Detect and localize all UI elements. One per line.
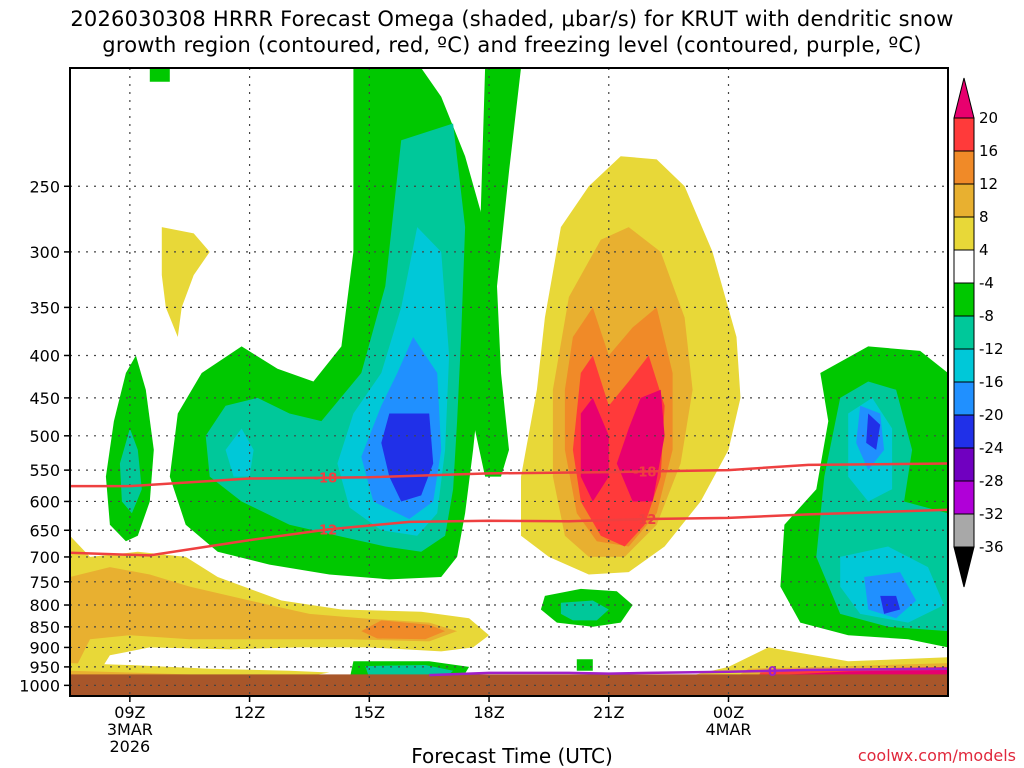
- omega-shade-blue-right-low: [864, 572, 917, 619]
- colorbar-segment-2: [953, 150, 975, 185]
- contour-lines: -18 -18 -12 -12 0: [70, 462, 948, 680]
- x-tick-label-12-0: 12Z: [234, 703, 265, 722]
- colorbar-segment-5: [953, 249, 975, 284]
- colorbar-label-12: -32: [979, 505, 1004, 523]
- y-tick-label-700: 700: [29, 548, 60, 567]
- colorbar-label-5: -4: [979, 274, 994, 292]
- y-tick-label-500: 500: [29, 427, 60, 446]
- colorbar-label-13: -36: [979, 538, 1004, 556]
- y-tick-label-900: 900: [29, 638, 60, 657]
- omega-shade-darkorange-low: [361, 620, 446, 640]
- y-tick-label-550: 550: [29, 461, 60, 480]
- x-axis-label: Forecast Time (UTC): [411, 744, 613, 768]
- colorbar-segment-13: [953, 513, 975, 548]
- title-line-1: 2026030308 HRRR Forecast Omega (shaded, …: [70, 7, 954, 31]
- omega-shade-darkblue-right-low: [880, 595, 901, 614]
- contour-label-1-0: -12: [314, 524, 338, 539]
- ground-layer: [70, 674, 948, 696]
- colorbar-segment-4: [953, 216, 975, 251]
- x-tick-label-21-0: 21Z: [593, 703, 624, 722]
- chart-title: 2026030308 HRRR Forecast Omega (shaded, …: [0, 6, 1024, 58]
- omega-shade-cyan-left: [225, 428, 254, 477]
- contour-1: [70, 508, 948, 557]
- omega-shade-orange-low-band: [70, 567, 458, 671]
- y-tick-label-600: 600: [29, 492, 60, 511]
- omega-shade-darkblue-core: [381, 413, 434, 502]
- x-tick-label-24-1: 4MAR: [705, 720, 751, 739]
- x-tick-label-15-0: 15Z: [354, 703, 385, 722]
- colorbar-label-10: -24: [979, 439, 1004, 457]
- colorbar: 20 16 12 8 4 -4 -8 -12 -16 -20 -24 -28 -32 -36: [953, 77, 1004, 588]
- x-tick-label-9-2: 2026: [110, 737, 151, 756]
- omega-shade-green-small-top: [149, 68, 170, 82]
- colorbar-label-7: -12: [979, 340, 1004, 358]
- contour-label-0-1: -18: [633, 465, 657, 480]
- omega-shade-green-top-right: [473, 68, 521, 477]
- omega-shade-magenta-right: [616, 389, 665, 502]
- colorbar-segment-3: [953, 183, 975, 218]
- colorbar-label-0: 20: [979, 109, 998, 127]
- colorbar-segment-9: [953, 381, 975, 416]
- omega-shade-teal-left: [119, 428, 142, 514]
- omega-shade-teal-mid-cell: [560, 600, 609, 621]
- y-tick-label-950: 950: [29, 658, 60, 677]
- colorbar-label-3: 8: [979, 208, 989, 226]
- contour-2: [429, 667, 948, 677]
- plot-frame: [69, 67, 949, 697]
- x-tick-label-9-0: 09Z: [114, 703, 145, 722]
- colorbar-segment-11: [953, 447, 975, 482]
- omega-shading: [70, 68, 948, 696]
- colorbar-label-8: -16: [979, 373, 1004, 391]
- credit-text: coolwx.com/models: [857, 746, 1016, 765]
- omega-shade-green-small-sfc: [576, 659, 593, 671]
- y-tick-label-650: 650: [29, 521, 60, 540]
- colorbar-label-1: 16: [979, 142, 998, 160]
- omega-shade-magenta-left: [580, 397, 609, 502]
- x-tick-label-9-1: 3MAR: [107, 720, 153, 739]
- colorbar-segment-6: [953, 282, 975, 317]
- colorbar-label-11: -28: [979, 472, 1004, 490]
- y-tick-label-450: 450: [29, 389, 60, 408]
- contour-0: [70, 462, 948, 488]
- y-tick-label-300: 300: [29, 243, 60, 262]
- colorbar-label-6: -8: [979, 307, 994, 325]
- contour-label-1-1: -12: [633, 513, 657, 528]
- omega-shade-yellow-upper-left: [161, 227, 210, 337]
- colorbar-label-2: 12: [979, 175, 998, 193]
- y-tick-label-350: 350: [29, 298, 60, 317]
- y-tick-label-1000: 1000: [19, 676, 60, 695]
- colorbar-segment-10: [953, 414, 975, 449]
- x-tick-label-24-0: 00Z: [713, 703, 744, 722]
- title-line-2: growth region (contoured, red, ºC) and f…: [102, 33, 922, 57]
- contour-label-0-0: -18: [314, 472, 338, 487]
- y-tick-label-250: 250: [29, 177, 60, 196]
- colorbar-segment-1: [953, 117, 975, 152]
- colorbar-label-4: 4: [979, 241, 989, 259]
- grid-lines: [70, 68, 948, 696]
- colorbar-label-9: -20: [979, 406, 1004, 424]
- y-axis: 2503003504004505005506006507007508008509…: [19, 177, 70, 695]
- omega-shade-darkblue-right: [866, 413, 881, 450]
- colorbar-top-triangle: [953, 77, 975, 119]
- ground-fill: [70, 674, 948, 696]
- colorbar-bottom-triangle: [953, 546, 975, 588]
- contour-label-2-0: 0: [768, 665, 777, 680]
- y-tick-label-850: 850: [29, 618, 60, 637]
- x-tick-label-18-0: 18Z: [473, 703, 504, 722]
- colorbar-segment-7: [953, 315, 975, 350]
- y-tick-label-800: 800: [29, 596, 60, 615]
- y-tick-label-750: 750: [29, 573, 60, 592]
- y-tick-label-400: 400: [29, 346, 60, 365]
- colorbar-segment-8: [953, 348, 975, 383]
- colorbar-segment-12: [953, 480, 975, 515]
